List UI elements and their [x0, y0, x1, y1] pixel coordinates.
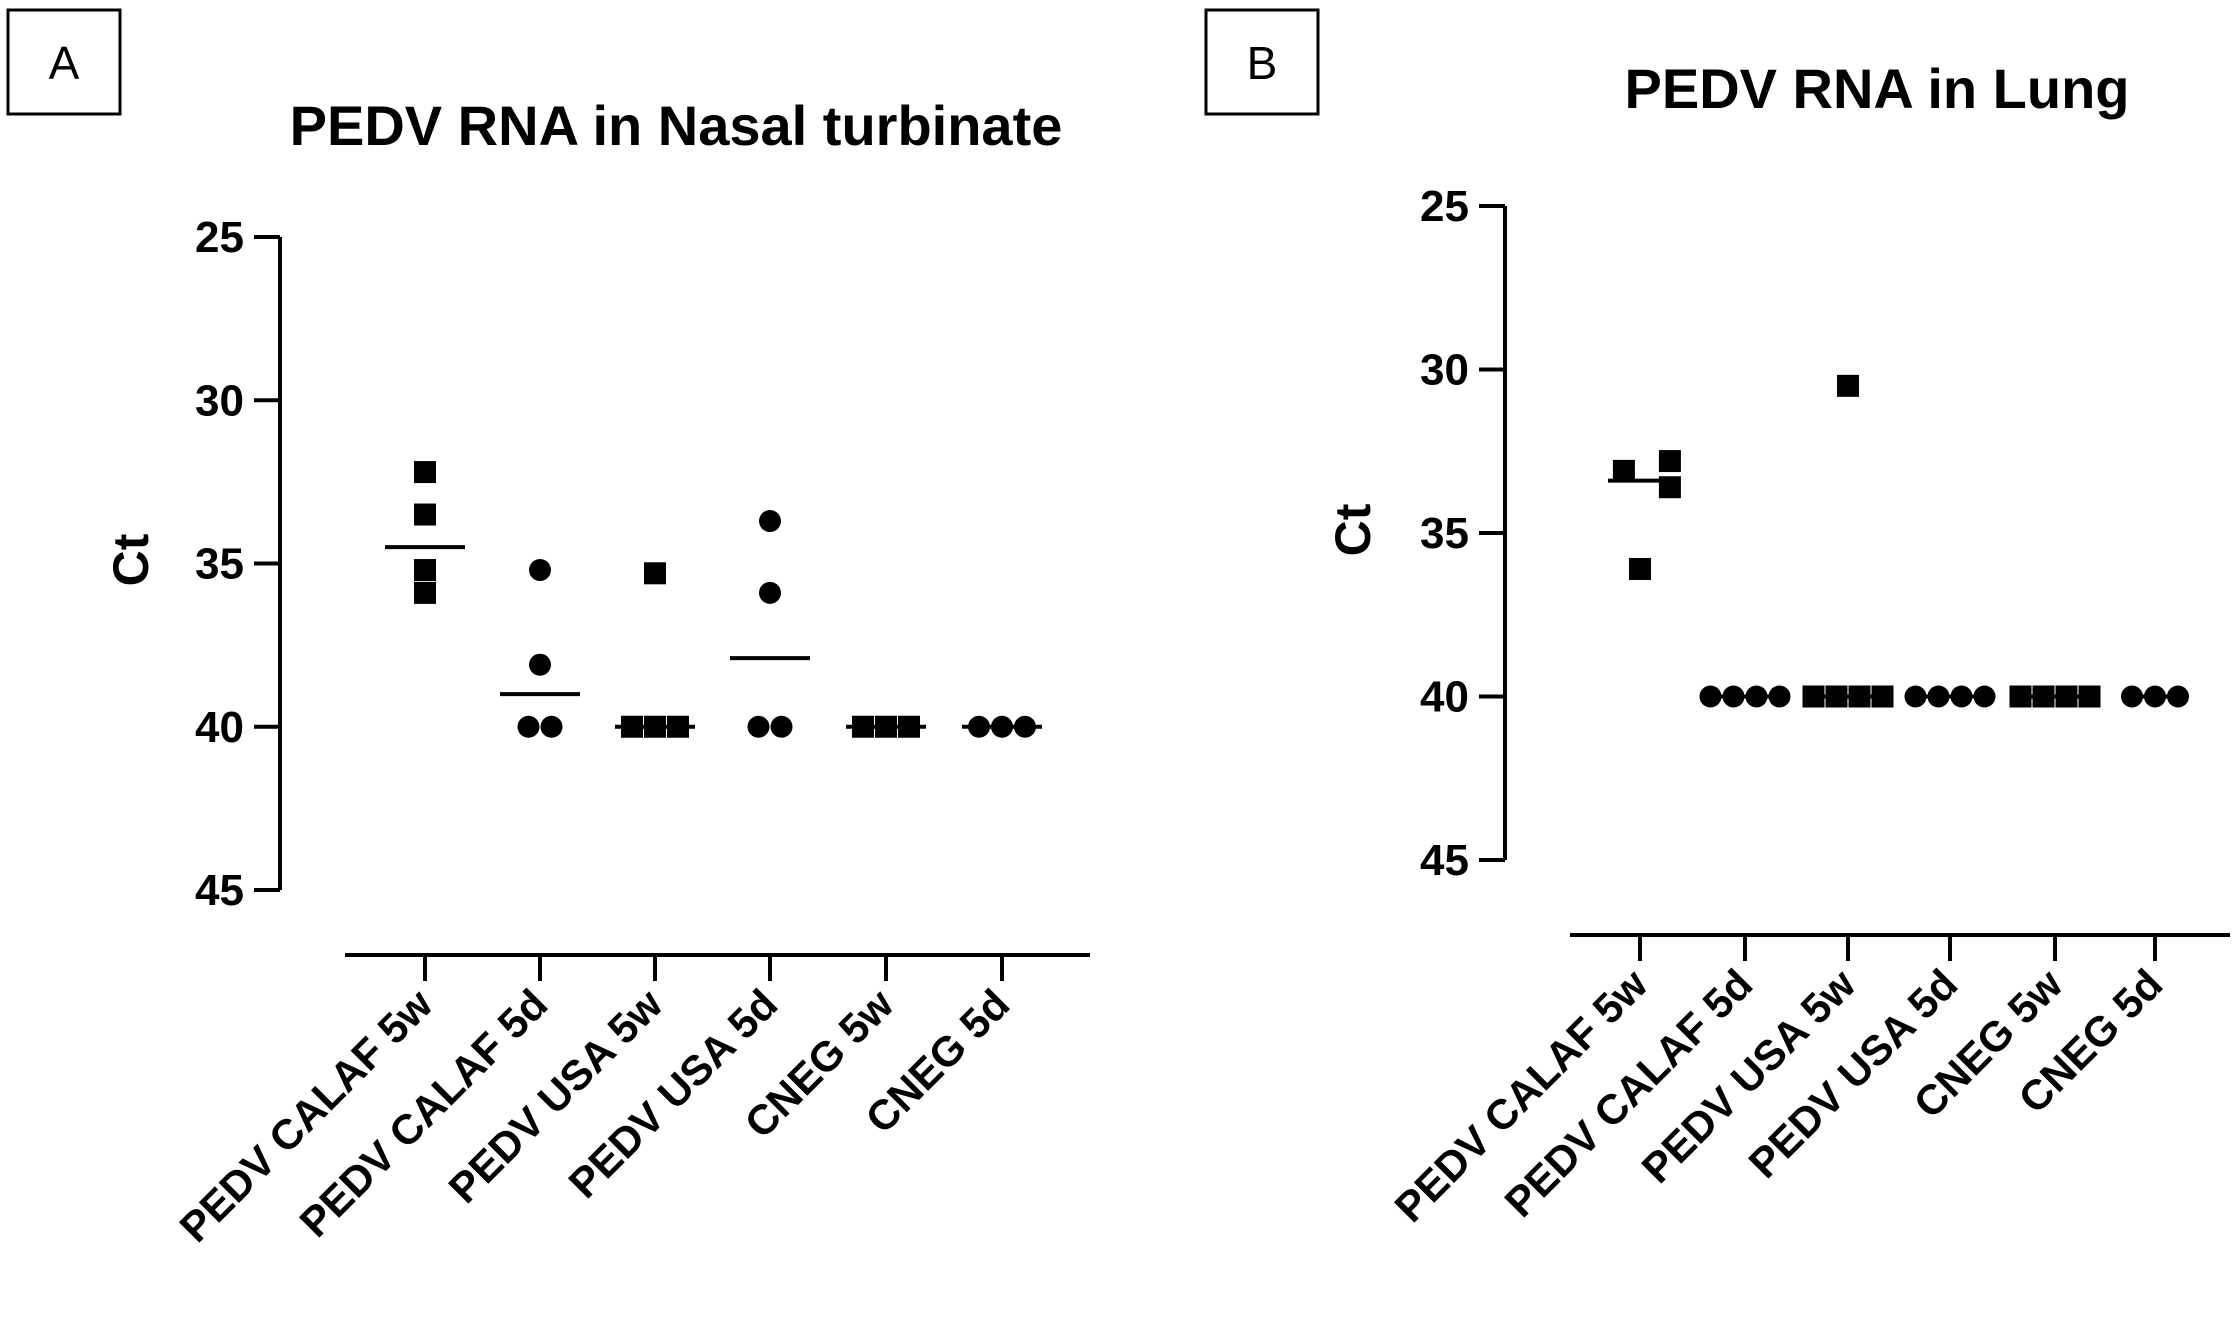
panel-a-letter: A: [49, 37, 80, 89]
panel-a-data-point-square: [644, 562, 666, 585]
panel-b-title: PEDV RNA in Lung: [1624, 57, 2129, 120]
panel-b-data-point-circle: [1768, 685, 1791, 708]
panel-a-data-point-square: [414, 581, 436, 604]
panel-b-data-point-square: [1629, 557, 1651, 580]
panel-b-data-point-square: [2009, 685, 2032, 708]
panel-b-data-point-circle: [1904, 685, 1927, 708]
panel-a-data-point-square: [414, 461, 436, 484]
panel-b-letter: B: [1247, 37, 1278, 89]
panel-a-data-point-circle: [517, 715, 540, 738]
panel-a-y-axis-title: Ct: [103, 533, 159, 586]
panel-b-label-box: [1204, 8, 1320, 116]
panel-b-data-point-square: [1802, 685, 1825, 708]
panel-b-y-tick-label: 30: [1420, 346, 1469, 395]
panel-b-data-point-circle: [1699, 685, 1722, 708]
panel-a-data-point-square: [414, 503, 436, 526]
panel-a-y-tick-label: 25: [195, 213, 244, 262]
panel-b-y-tick-label: 25: [1420, 182, 1469, 231]
panel-b-y-axis-title: Ct: [1325, 503, 1381, 556]
panel-a-y-tick-label: 35: [195, 540, 244, 589]
panel-a-y-tick-label: 45: [195, 866, 244, 915]
panel-a-data-point-circle: [529, 653, 551, 676]
panel-b-data-point-square: [1871, 685, 1894, 708]
panel-a-title: PEDV RNA in Nasal turbinate: [290, 94, 1063, 157]
panel-a-data-point-circle: [747, 715, 770, 738]
panel-b-data-point-square: [1658, 450, 1681, 473]
panel-b-data-point-circle: [1973, 685, 1996, 708]
panel-a-data-point-circle: [759, 510, 781, 533]
panel-b-y-tick-label: 40: [1420, 673, 1469, 722]
panel-a-data-point-circle: [759, 581, 781, 604]
panel-a-y-tick-label: 40: [195, 703, 244, 752]
panel-b-data-point-square: [1612, 459, 1635, 482]
panel-b-data-point-square: [2078, 685, 2101, 708]
panel-a-category-label: PEDV USA 5d: [559, 980, 786, 1207]
panel-b-data-point-square: [1837, 374, 1859, 397]
panel-a-data-point-circle: [529, 559, 551, 582]
panel-a-data-point-circle: [540, 715, 563, 738]
panel-a-data-point-circle: [770, 715, 793, 738]
panel-a-label-box: [6, 8, 122, 116]
panel-b-y-tick-label: 45: [1420, 836, 1469, 885]
panel-a-data-point-square: [414, 559, 436, 582]
panel-b-y-tick-label: 35: [1420, 509, 1469, 558]
panel-a-y-tick-label: 30: [195, 376, 244, 425]
panel-a: A PEDV RNA in Nasal turbinate Ct 25 30 35 4…: [6, 8, 1090, 1251]
